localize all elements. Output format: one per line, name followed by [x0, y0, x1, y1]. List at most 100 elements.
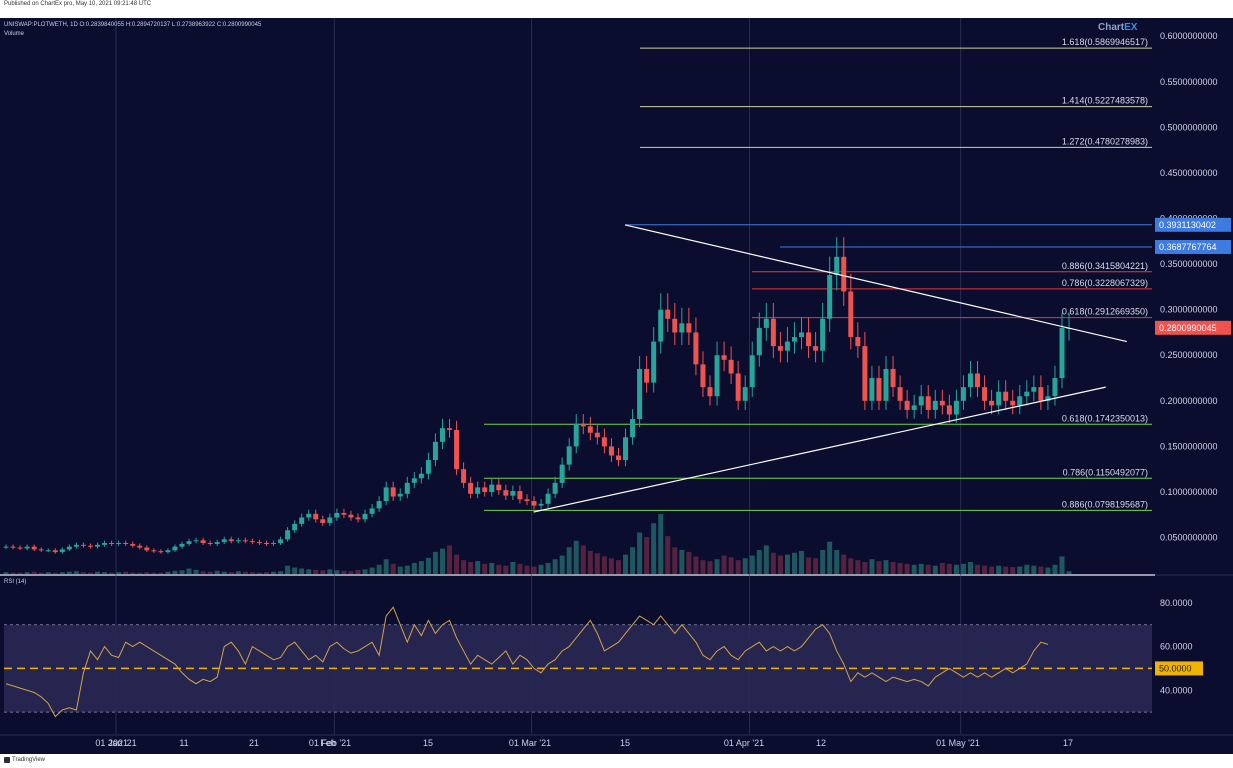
time-axis-label: 12: [816, 738, 826, 748]
time-axis-label: 11: [179, 738, 188, 748]
candle-body: [313, 513, 319, 520]
footer: TradingView: [0, 754, 1233, 768]
candle-body: [946, 405, 952, 415]
candle-body: [1010, 400, 1016, 406]
volume-bar: [806, 557, 812, 574]
candle-body: [397, 493, 403, 497]
candle-body: [953, 400, 959, 415]
time-axis-label: 01 Feb '21: [309, 738, 351, 748]
volume-bar: [285, 565, 291, 574]
candle-body: [573, 423, 579, 447]
candle-body: [1031, 387, 1037, 392]
volume-bar: [271, 571, 277, 574]
volume-bar: [503, 565, 509, 574]
fib-level-label: 1.414(0.5227483578): [1062, 96, 1148, 106]
volume-bar: [1059, 556, 1065, 574]
volume-bar: [862, 562, 868, 574]
volume-bar: [404, 565, 410, 574]
candle-body: [468, 482, 474, 494]
candle-body: [608, 446, 614, 456]
volume-bar: [468, 562, 474, 574]
candle-body: [249, 541, 255, 543]
fib-level-label: 0.618(0.2912669350): [1062, 307, 1148, 317]
volume-bar: [390, 563, 396, 574]
time-axis-label: 17: [1063, 738, 1073, 748]
volume-bar: [679, 550, 685, 574]
volume-bar: [496, 564, 502, 574]
candle-body: [707, 387, 713, 397]
candle-body: [939, 400, 945, 406]
candle-body: [580, 423, 586, 427]
volume-bar: [672, 547, 678, 574]
volume-bar: [66, 571, 72, 574]
candle-body: [165, 550, 171, 553]
candle-body: [299, 517, 305, 524]
volume-bar: [263, 572, 269, 574]
price-tick-label: 0.2500000000: [1160, 350, 1218, 360]
candle-body: [742, 387, 748, 401]
candle-body: [996, 391, 1002, 406]
candle-body: [890, 368, 896, 388]
candle-body: [193, 540, 199, 542]
candle-body: [510, 491, 516, 496]
volume-bar: [953, 564, 959, 574]
volume-bar: [52, 572, 58, 574]
rsi-tick-label: 40.0000: [1160, 685, 1193, 695]
volume-bar: [109, 572, 115, 574]
symbol-info: UNISWAP:PLOTWETH, 1D O:0.2839840055 H:0.…: [4, 22, 262, 28]
volume-bar: [531, 566, 537, 574]
candle-body: [334, 512, 340, 518]
candle-body: [735, 373, 741, 401]
candle-body: [721, 355, 727, 360]
candle-body: [1038, 387, 1044, 401]
volume-bar: [397, 566, 403, 574]
volume-bar: [637, 532, 643, 574]
volume-bar: [482, 563, 488, 574]
volume-bar: [777, 555, 783, 574]
candle-body: [1045, 396, 1051, 401]
candle-body: [292, 523, 298, 531]
volume-bar: [813, 558, 819, 574]
volume-bar: [1003, 566, 1009, 574]
time-axis-label: 01 May '21: [936, 738, 980, 748]
volume-bar: [1017, 566, 1023, 574]
candle-body: [38, 549, 44, 551]
candle-body: [207, 543, 213, 545]
volume-bar: [946, 563, 952, 574]
volume-bar: [454, 554, 460, 574]
price-tick-label: 0.1500000000: [1160, 441, 1218, 451]
candle-body: [517, 491, 523, 500]
volume-bar: [897, 562, 903, 574]
candle-body: [784, 341, 790, 351]
candle-body: [278, 539, 284, 544]
volume-bar: [573, 540, 579, 574]
volume-bar: [848, 558, 854, 574]
volume-bar: [87, 572, 93, 574]
candle-body: [531, 501, 537, 506]
candle-body: [897, 387, 903, 401]
candle-body: [728, 359, 734, 374]
candle-body: [1059, 327, 1065, 379]
volume-bar: [3, 572, 9, 574]
volume-bar: [538, 564, 544, 574]
price-chart[interactable]: 1.618(0.5869946517) 1.414(0.5227483578) 1.…: [0, 18, 1233, 754]
price-axis-background: [1155, 18, 1233, 754]
triangle-trendline: [533, 386, 1106, 513]
candle-body: [524, 499, 530, 502]
candle-body: [552, 482, 558, 494]
volume-bar: [200, 571, 206, 574]
price-pane-background: [0, 18, 1155, 574]
candle-body: [172, 546, 178, 551]
candle-body: [123, 543, 129, 545]
volume-bar: [594, 553, 600, 574]
candle-body: [355, 517, 361, 520]
volume-bar: [686, 551, 692, 574]
fib-level-label: 0.886(0.0798195687): [1062, 499, 1148, 509]
fib-level-label: 0.786(0.3228067329): [1062, 278, 1148, 288]
volume-bar: [228, 572, 234, 574]
candle-body: [615, 455, 621, 461]
candle-body: [848, 291, 854, 338]
rsi-midline-label-box: [1155, 661, 1203, 676]
volume-bar: [756, 550, 762, 574]
candle-body: [587, 426, 593, 433]
